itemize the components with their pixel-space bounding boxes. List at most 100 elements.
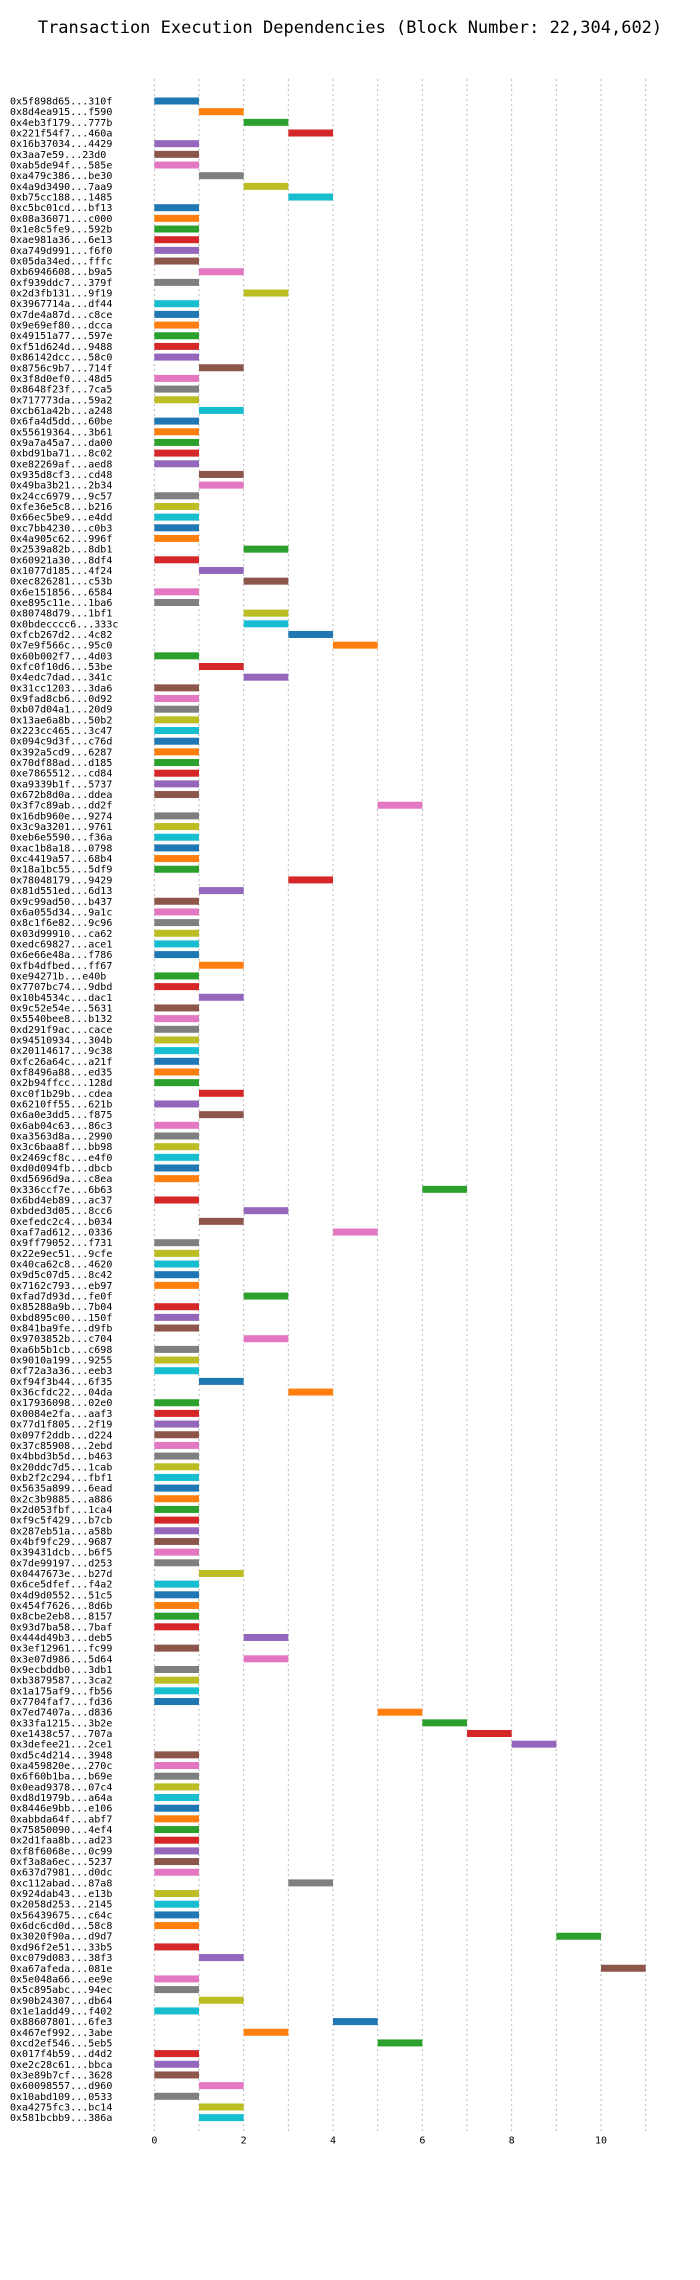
transaction-bar — [154, 823, 199, 831]
transaction-bar — [154, 1794, 199, 1802]
transaction-label: 0x40ca62c8...4620 — [10, 1260, 112, 1271]
transaction-label: 0x20ddc7d5...1cab — [10, 1462, 112, 1473]
transaction-bar — [154, 417, 199, 425]
transaction-bar — [199, 2082, 244, 2090]
transaction-bar — [154, 908, 199, 916]
transaction-label: 0xf72a3a36...eeb3 — [10, 1366, 112, 1377]
transaction-bar — [199, 663, 244, 671]
transaction-label: 0x60b002f7...4d03 — [10, 651, 112, 662]
transaction-label: 0x60921a30...8df4 — [10, 555, 112, 566]
transaction-label: 0x4bf9fc29...9687 — [10, 1537, 112, 1548]
transaction-label: 0x8756c9b7...714f — [10, 363, 112, 374]
transaction-bar — [154, 1762, 199, 1770]
transaction-bar — [154, 2071, 199, 2079]
transaction-label: 0xf8f6068e...0c99 — [10, 1846, 112, 1857]
transaction-bar — [154, 1900, 199, 1908]
transaction-bar — [154, 1473, 199, 1481]
transaction-bar — [154, 791, 199, 799]
x-tick-label: 6 — [419, 2136, 425, 2147]
transaction-bar — [154, 588, 199, 596]
transaction-label: 0x33fa1215...3b2e — [10, 1718, 112, 1729]
transaction-label: 0x221f54f7...460a — [10, 129, 112, 140]
transaction-label: 0x392a5cd9...6287 — [10, 747, 112, 758]
transaction-bar — [243, 1292, 289, 1300]
transaction-bar — [288, 1879, 333, 1887]
transaction-label: 0xbd895c00...150f — [10, 1313, 112, 1324]
transaction-label: 0x444d49b3...deb5 — [10, 1633, 112, 1644]
transaction-label: 0x6ce5dfef...f4a2 — [10, 1580, 112, 1591]
transaction-bar — [154, 1537, 199, 1545]
transaction-label: 0xb07d04a1...20d9 — [10, 705, 112, 716]
transaction-label: 0x3967714a...df44 — [10, 299, 112, 310]
transaction-bar — [154, 225, 199, 233]
transaction-bar — [154, 844, 199, 852]
transaction-bar — [154, 1399, 199, 1407]
transaction-bar — [154, 2050, 199, 2058]
transaction-bar — [199, 1089, 244, 1097]
transaction-bar — [154, 150, 199, 158]
transaction-bar — [154, 428, 199, 436]
transaction-label: 0x223cc465...3c47 — [10, 726, 112, 737]
transaction-label: 0x4a9d3490...7aa9 — [10, 182, 112, 193]
transaction-label: 0x6dc6cd0d...58c8 — [10, 1921, 112, 1932]
transaction-bar — [154, 769, 199, 777]
transaction-bar — [243, 1207, 289, 1215]
transaction-bar — [154, 1356, 199, 1364]
transaction-label: 0x841ba9fe...d9fb — [10, 1324, 112, 1335]
transaction-label: 0xa67afeda...081e — [10, 1964, 112, 1975]
transaction-bar — [154, 342, 199, 350]
transaction-bar — [243, 577, 289, 585]
transaction-label: 0x8cbe2eb8...8157 — [10, 1612, 112, 1623]
transaction-bar — [243, 620, 289, 628]
transaction-label: 0x935d8cf3...cd48 — [10, 470, 112, 481]
transaction-label: 0x454f7626...8d6b — [10, 1601, 112, 1612]
transaction-bar — [154, 1868, 199, 1876]
transaction-bar — [199, 961, 244, 969]
transaction-label: 0xf51d624d...9488 — [10, 342, 112, 353]
grid-layer — [153, 79, 647, 2132]
transaction-bar — [154, 1260, 199, 1268]
transaction-bar — [154, 2092, 199, 2100]
transaction-bar — [154, 1249, 199, 1257]
transaction-bar — [154, 1196, 199, 1204]
transaction-label: 0xe2c28c61...bbca — [10, 2060, 112, 2071]
transaction-bar — [154, 1324, 199, 1332]
transaction-label: 0x717773da...59a2 — [10, 395, 112, 406]
transaction-label: 0x9c99ad50...b437 — [10, 897, 112, 908]
transaction-label: 0x31cc1203...3da6 — [10, 683, 112, 694]
transaction-bar — [154, 1495, 199, 1503]
transaction-label: 0x78048179...9429 — [10, 875, 112, 886]
x-tick-labels: 0 2 4 6 8 10 — [151, 2136, 607, 2147]
transaction-label: 0xb2f2c294...fbf1 — [10, 1473, 112, 1484]
transaction-bar — [243, 118, 289, 126]
transaction-bar — [243, 673, 289, 681]
transaction-label: 0x49151a77...597e — [10, 331, 112, 342]
transaction-bar — [199, 108, 244, 116]
transaction-bar — [333, 641, 378, 649]
transaction-bar — [154, 1441, 199, 1449]
transaction-bar — [154, 1153, 199, 1161]
transaction-label: 0xf94f3b44...6f35 — [10, 1377, 112, 1388]
transaction-bar — [154, 727, 199, 735]
transaction-bar — [154, 1036, 199, 1044]
transaction-label: 0x7e9f566c...95c0 — [10, 641, 112, 652]
transaction-label: 0xfc26a64c...a21f — [10, 1057, 112, 1068]
transaction-bar — [154, 1922, 199, 1930]
transaction-label: 0xd291f9ac...cace — [10, 1025, 112, 1036]
transaction-bar — [154, 1452, 199, 1460]
transaction-label: 0x017f4b59...d4d2 — [10, 2049, 112, 2060]
transaction-bar — [199, 1996, 244, 2004]
transaction-label: 0x94510934...304b — [10, 1035, 112, 1046]
transaction-bar — [154, 1527, 199, 1535]
transaction-bar — [154, 278, 199, 286]
transaction-bar — [199, 1377, 244, 1385]
transaction-label: 0x9fad8cb6...0d92 — [10, 694, 112, 705]
transaction-bar — [154, 1623, 199, 1631]
transaction-bar — [154, 705, 199, 713]
transaction-label: 0xc4419a57...68b4 — [10, 854, 112, 865]
transaction-label: 0x75850090...4ef4 — [10, 1825, 112, 1836]
transaction-label: 0x0447673e...b27d — [10, 1569, 112, 1580]
transaction-label: 0x3c9a3201...9761 — [10, 822, 112, 833]
transaction-label: 0x467ef992...3abe — [10, 2028, 112, 2039]
transaction-label: 0xc112abad...87a8 — [10, 1878, 112, 1889]
